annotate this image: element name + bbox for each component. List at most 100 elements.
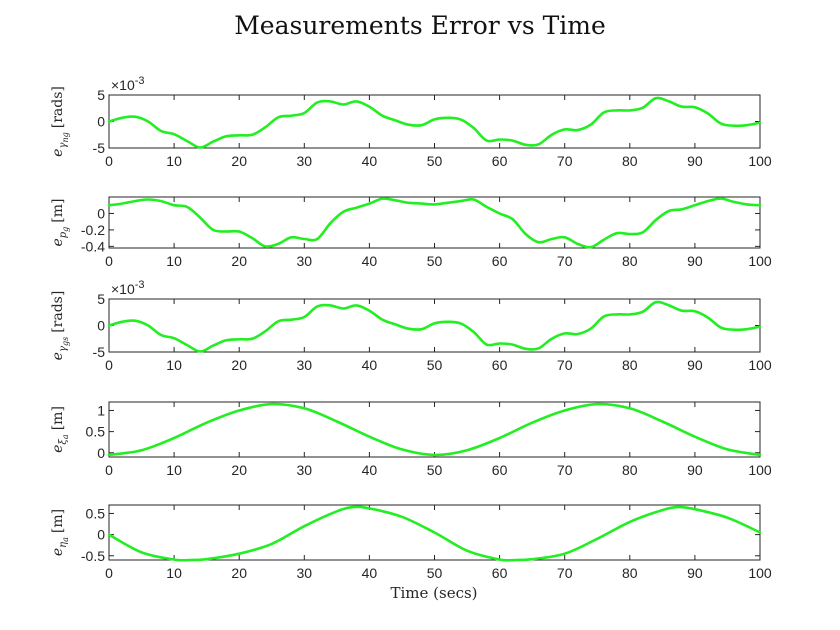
x-tick-label: 10 (166, 565, 182, 581)
x-tick-label: 30 (297, 565, 313, 581)
x-tick-label: 100 (748, 153, 772, 169)
x-tick-label: 20 (231, 462, 247, 478)
series-line (107, 300, 762, 353)
y-label-subscript: p (58, 231, 69, 238)
x-tick-label: 30 (297, 153, 313, 169)
x-tick-label: 40 (362, 462, 378, 478)
x-tick-label: 20 (231, 153, 247, 169)
y-axis-label: eγng [rads] (50, 86, 70, 157)
x-tick-label: 60 (492, 253, 508, 269)
y-label-symbol: e (50, 149, 66, 157)
x-tick-label: 20 (231, 565, 247, 581)
y-tick-label: 0 (97, 114, 105, 130)
subplot-stack: 0 10 20 30 40 50 60 70 80 90 100-505×10-3eγng[rads… (50, 75, 772, 581)
x-tick-label: 100 (748, 462, 772, 478)
y-label-subscript: ξ (58, 439, 69, 445)
x-tick-label: 0 (105, 153, 113, 169)
x-tick-label: 90 (687, 462, 703, 478)
x-tick-label: 20 (231, 253, 247, 269)
series-line (107, 96, 762, 149)
series-line (107, 197, 762, 249)
x-tick-label: 60 (492, 153, 508, 169)
exponent-power: -3 (135, 279, 145, 291)
x-tick-label: 0 (105, 357, 113, 373)
x-tick-label: 10 (166, 462, 182, 478)
x-tick-label: 100 (748, 253, 772, 269)
y-label-subsubscript: a (61, 434, 70, 439)
plot-area-frame (108, 298, 761, 353)
x-tick-label: 30 (297, 462, 313, 478)
x-tick-label: 50 (427, 462, 443, 478)
y-axis-label: eγgs [rads] (50, 291, 70, 361)
x-tick-label: 90 (687, 357, 703, 373)
y-tick-label: 1 (97, 402, 105, 418)
y-axis-label: eξa [m] (50, 406, 70, 453)
exponent-base: ×10 (111, 77, 135, 93)
y-tick-label: -5 (93, 140, 106, 156)
y-label-unit: [m] (50, 198, 66, 222)
x-tick-label: 80 (622, 462, 638, 478)
y-tick-label: 0.5 (86, 505, 106, 521)
y-tick-label: 5 (97, 87, 105, 103)
y-tick-label: 0 (97, 318, 105, 334)
y-label-unit: [m] (50, 406, 66, 430)
figure-title: Measurements Error vs Time (234, 11, 606, 40)
x-tick-label: 50 (427, 253, 443, 269)
y-label-symbol: e (50, 548, 66, 556)
series-line (107, 505, 762, 562)
y-label-subsubscript: gs (61, 337, 70, 346)
x-tick-label: 0 (105, 462, 113, 478)
x-tick-label: 70 (557, 565, 573, 581)
x-tick-label: 40 (362, 253, 378, 269)
y-tick-label: 0 (97, 445, 105, 461)
exponent-power: -3 (135, 75, 145, 87)
x-axis-label: Time (secs) (390, 584, 477, 602)
x-tick-label: 0 (105, 253, 113, 269)
y-tick-label: 0 (97, 527, 105, 543)
y-label-subsubscript: a (61, 537, 70, 542)
subplot-1: 0 10 20 30 40 50 60 70 80 90 100-505×10-3eγng[rads… (50, 75, 772, 169)
y-axis-label: eηa [m] (50, 509, 70, 556)
x-tick-label: 50 (427, 565, 443, 581)
y-axis-exponent: ×10-3 (111, 75, 145, 93)
x-tick-label: 80 (622, 253, 638, 269)
y-label-unit: [m] (50, 509, 66, 533)
y-label-symbol: e (50, 238, 66, 246)
y-label-subsubscript: ng (61, 132, 70, 142)
x-tick-label: 80 (622, 357, 638, 373)
series-line (107, 402, 762, 457)
y-label-subscript: γ (58, 143, 69, 149)
x-tick-label: 60 (492, 357, 508, 373)
y-label-symbol: e (50, 352, 66, 360)
x-tick-label: 70 (557, 357, 573, 373)
y-tick-label: 5 (97, 291, 105, 307)
x-tick-label: 50 (427, 153, 443, 169)
y-tick-label: -0.2 (81, 222, 105, 238)
subplot-2: 0 10 20 30 40 50 60 70 80 90 100 -0.4-0.20 epg [m] (50, 196, 772, 269)
y-tick-label: -5 (93, 344, 106, 360)
y-label-unit: [rads] (50, 291, 66, 333)
x-tick-label: 60 (492, 565, 508, 581)
x-tick-label: 40 (362, 357, 378, 373)
y-label-unit: [rads] (50, 86, 66, 128)
y-tick-label: -0.5 (81, 548, 105, 564)
x-tick-label: 10 (166, 153, 182, 169)
x-tick-label: 40 (362, 565, 378, 581)
x-tick-label: 90 (687, 565, 703, 581)
x-tick-label: 70 (557, 253, 573, 269)
x-tick-label: 100 (748, 357, 772, 373)
x-tick-label: 80 (622, 153, 638, 169)
x-tick-label: 20 (231, 357, 247, 373)
x-tick-label: 100 (748, 565, 772, 581)
x-tick-label: 40 (362, 153, 378, 169)
x-tick-label: 30 (297, 253, 313, 269)
y-tick-label: 0 (97, 205, 105, 221)
x-tick-label: 80 (622, 565, 638, 581)
x-tick-label: 30 (297, 357, 313, 373)
y-axis-label: epg [m] (50, 198, 70, 246)
x-tick-label: 0 (105, 565, 113, 581)
x-tick-label: 90 (687, 253, 703, 269)
plot-area-frame (108, 94, 761, 149)
